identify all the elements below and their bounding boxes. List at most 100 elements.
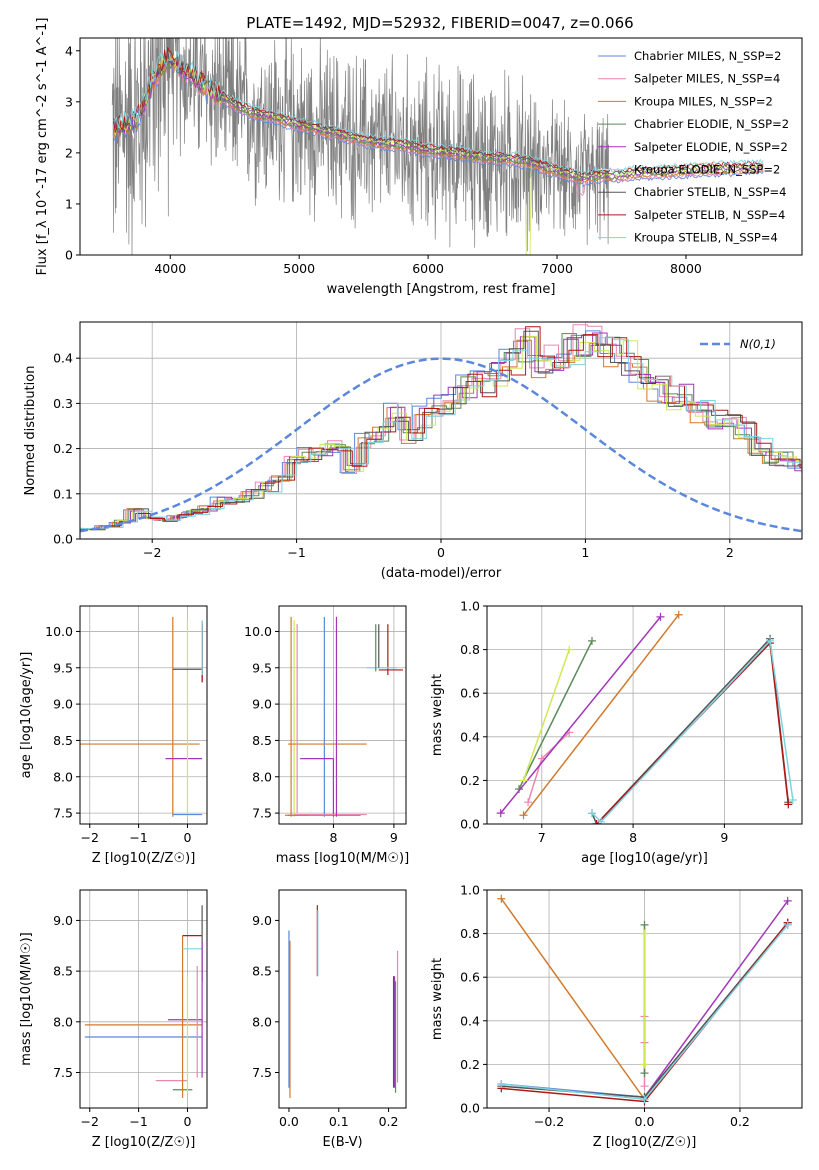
x-tick-label: 4000 xyxy=(154,261,186,276)
x-axis-label: wavelength [Angstrom, rest frame] xyxy=(327,282,556,297)
y-tick-label: 9.0 xyxy=(53,697,73,712)
mass-vs-metallicity-panel: −2 −1 0 7.5 8.0 8.5 9.0 Z [log10(Z/Z☉)] mass [lo… xyxy=(19,889,208,1150)
y-tick-label: 8.5 xyxy=(252,964,272,979)
plus-marker xyxy=(592,820,601,824)
x-tick-label: 0 xyxy=(437,545,445,560)
histogram-step xyxy=(80,324,802,531)
plot-area xyxy=(496,610,797,824)
plus-marker xyxy=(497,894,506,903)
x-axis-label: Z [log10(Z/Z☉)] xyxy=(92,851,196,866)
x-axis-label: mass [log10(M/M☉)] xyxy=(276,851,409,866)
plus-marker xyxy=(496,809,505,818)
y-tick-label: 10.0 xyxy=(244,624,272,639)
histogram-step xyxy=(80,335,802,531)
y-tick-label: 0.0 xyxy=(460,1101,480,1116)
y-tick-label: 9.5 xyxy=(252,660,272,675)
y-tick-label: 8.5 xyxy=(252,733,272,748)
x-tick-label: −2 xyxy=(81,830,99,845)
y-tick-label: 7.5 xyxy=(252,1065,272,1080)
legend-entry: Chabrier ELODIE, N_SSP=2 xyxy=(634,117,789,131)
y-tick-label: 8.0 xyxy=(252,769,272,784)
y-tick-label: 9.0 xyxy=(53,913,73,928)
y-tick-label: 1 xyxy=(65,196,73,211)
histogram-step xyxy=(80,330,802,531)
mass-weight-line xyxy=(643,900,789,1098)
x-tick-label: −2 xyxy=(143,545,161,560)
x-axis-label: (data-model)/error xyxy=(381,566,502,581)
mass-weight-line xyxy=(591,636,790,824)
x-axis-label: Z [log10(Z/Z☉)] xyxy=(92,1135,196,1150)
y-tick-label: 9.0 xyxy=(252,697,272,712)
x-tick-label: 8 xyxy=(629,830,637,845)
plus-marker xyxy=(640,1069,649,1078)
histogram-step xyxy=(80,339,802,530)
x-axis-label: E(B-V) xyxy=(322,1135,362,1150)
x-axis-label: age [log10(age/yr)] xyxy=(581,851,708,866)
axes-frame xyxy=(278,605,407,825)
plot-area xyxy=(288,905,399,1098)
x-tick-label: −2 xyxy=(81,1114,99,1129)
y-tick-label: 8.5 xyxy=(53,733,73,748)
y-tick-label: 0.2 xyxy=(53,441,73,456)
plus-marker xyxy=(788,796,797,805)
histogram-step xyxy=(80,333,802,530)
plus-marker xyxy=(524,798,533,807)
histogram-step xyxy=(80,332,802,531)
y-tick-label: 0.8 xyxy=(460,642,480,657)
y-tick-label: 7.5 xyxy=(252,806,272,821)
plot-area xyxy=(84,905,203,1098)
model-spectrum-line xyxy=(113,50,764,174)
y-axis-label: mass weight xyxy=(430,958,445,1040)
x-tick-label: 8000 xyxy=(670,261,702,276)
y-tick-label: 4 xyxy=(65,43,73,58)
y-tick-label: 8.0 xyxy=(252,1014,272,1029)
plot-area xyxy=(111,38,764,255)
axes-frame xyxy=(278,889,407,1109)
normal-curve xyxy=(80,357,802,533)
plus-marker xyxy=(766,636,775,645)
x-tick-label: 0.1 xyxy=(329,1114,349,1129)
plus-marker xyxy=(588,809,596,818)
x-tick-label: 8 xyxy=(329,830,337,845)
histogram-step xyxy=(80,330,802,531)
plus-marker xyxy=(640,920,649,929)
plot-area xyxy=(497,894,792,1106)
x-tick-label: −1 xyxy=(129,830,147,845)
x-tick-label: 0 xyxy=(183,830,191,845)
y-tick-label: 7.5 xyxy=(53,1065,73,1080)
axes-frame xyxy=(79,37,803,256)
axes-frame xyxy=(79,889,208,1109)
legend-entry: Salpeter STELIB, N_SSP=4 xyxy=(634,208,785,222)
y-axis-label: age [log10(age/yr)] xyxy=(19,652,34,779)
y-tick-label: 0.3 xyxy=(53,396,73,411)
plus-marker xyxy=(519,811,528,820)
y-axis-label: Normed distribution xyxy=(23,366,38,496)
axes-frame xyxy=(79,605,208,825)
x-tick-label: −0.2 xyxy=(534,1114,564,1129)
mass-weight-line xyxy=(500,898,646,1100)
mass-weight-vs-metallicity-panel: −0.2 0.0 0.2 0.0 0.2 0.4 0.6 0.8 1.0 Z [log10(Z/Z… xyxy=(430,883,803,1150)
y-tick-label: 0.4 xyxy=(460,729,480,744)
plus-marker xyxy=(588,636,596,645)
y-tick-label: 2 xyxy=(65,145,73,160)
y-tick-label: 0.2 xyxy=(460,1057,480,1072)
x-tick-label: 5000 xyxy=(283,261,315,276)
legend-entry: N(0,1) xyxy=(740,337,776,351)
x-tick-label: 7 xyxy=(538,830,546,845)
x-tick-label: 0.0 xyxy=(635,1114,655,1129)
y-tick-label: 8.5 xyxy=(53,964,73,979)
y-tick-label: 0.4 xyxy=(460,1013,480,1028)
plus-marker xyxy=(640,1082,649,1091)
plus-marker xyxy=(497,1080,506,1089)
legend-entry: Kroupa STELIB, N_SSP=4 xyxy=(634,231,778,245)
y-tick-label: 0.4 xyxy=(53,351,73,366)
legend-entry: Kroupa ELODIE, N_SSP=2 xyxy=(634,163,780,177)
y-tick-label: 0.6 xyxy=(460,686,480,701)
mass-weight-line xyxy=(591,639,794,823)
y-tick-label: 9.0 xyxy=(252,913,272,928)
plot-area xyxy=(285,616,403,817)
x-tick-label: 9 xyxy=(390,830,398,845)
legend-entry: Kroupa MILES, N_SSP=2 xyxy=(634,94,773,108)
legend-entry: Chabrier STELIB, N_SSP=4 xyxy=(634,185,786,199)
